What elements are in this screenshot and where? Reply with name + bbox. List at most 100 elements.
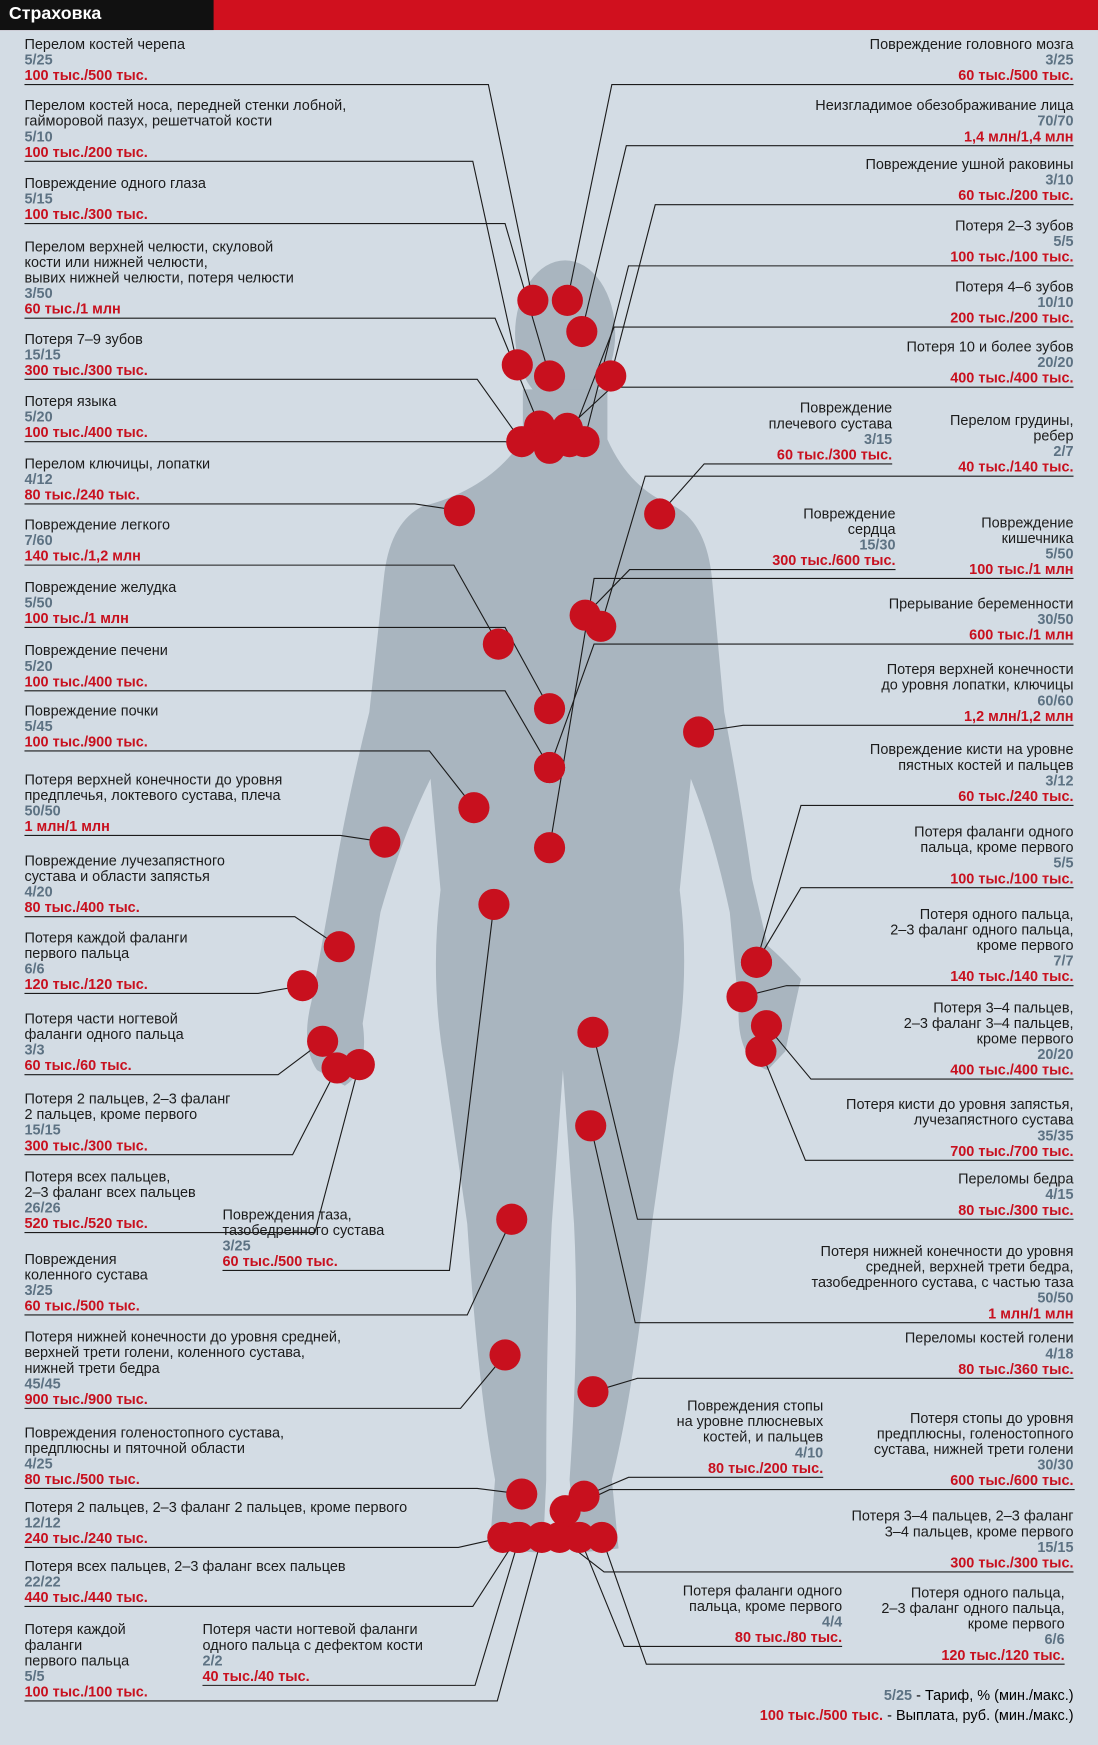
payout-range: 80 тыс./240 тыс. <box>24 486 140 503</box>
payout-range: 700 тыс./700 тыс. <box>950 1142 1074 1160</box>
payout-range: 60 тыс./500 тыс. <box>958 66 1074 84</box>
injury-name: Потеря 7–9 зубов <box>24 330 143 348</box>
injury-name: Повреждение желудка <box>24 578 177 596</box>
injury-marker <box>575 1110 607 1142</box>
injury-name: Повреждения стопы на уровне плюсневых ко… <box>676 1397 824 1446</box>
injury-entry: Потеря нижней конечности до уровня средн… <box>24 1329 341 1407</box>
leader-line <box>592 1032 1074 1220</box>
payout-range: 100 тыс./1 млн <box>969 560 1074 578</box>
leader-line <box>601 1537 1065 1665</box>
rate-range: 70/70 <box>1037 112 1074 130</box>
payout-range: 400 тыс./400 тыс. <box>950 1061 1074 1078</box>
payout-range: 1 млн/1 млн <box>24 817 110 835</box>
injury-marker <box>551 412 583 444</box>
rate-range: 4/15 <box>1045 1185 1074 1203</box>
leader-line <box>659 463 893 515</box>
injury-marker <box>533 832 566 864</box>
leader-line <box>755 887 1074 963</box>
payout-range: 140 тыс./140 тыс. <box>950 967 1074 985</box>
injury-name: Повреждения голеностопного сустава, пред… <box>24 1423 285 1457</box>
injury-name: Потеря 3–4 пальцев, 2–3 фаланг 3–4 пальц… <box>851 1507 1074 1540</box>
injury-name: Потеря части ногтевой фаланги одного пал… <box>24 1010 184 1043</box>
injury-name: Потеря нижней конечности до уровня средн… <box>24 1328 342 1377</box>
rate-range: 7/60 <box>24 531 53 549</box>
injury-name: Повреждения таза, тазобедренного сустава <box>222 1205 385 1239</box>
injury-marker <box>740 946 773 978</box>
leader-line <box>24 378 523 442</box>
rate-range: 4/18 <box>1045 1344 1074 1362</box>
leader-line <box>579 1537 843 1647</box>
injury-entry: Потеря языка 5/20 100 тыс./400 тыс. <box>24 393 147 441</box>
injury-marker <box>533 752 566 784</box>
leader-line <box>24 1219 513 1316</box>
injury-name: Потеря части ногтевой фаланги одного пал… <box>202 1620 423 1654</box>
rate-range: 6/6 <box>1044 1630 1065 1648</box>
rate-range: 2/7 <box>1053 442 1074 460</box>
injury-marker <box>506 426 538 458</box>
rate-range: 5/15 <box>24 190 53 207</box>
leader-line <box>766 1025 1074 1080</box>
leader-line <box>24 1064 360 1234</box>
injury-name: Повреждение плечевого сустава <box>768 399 893 432</box>
payout-range: 100 тыс./900 тыс. <box>24 733 148 750</box>
rate-range: 3/12 <box>1045 772 1074 789</box>
injury-entry: Повреждение лучезапястного сустава и обл… <box>24 853 224 915</box>
header-tab <box>0 0 214 31</box>
header-title: Страховка <box>8 4 102 24</box>
rate-range: 5/10 <box>24 127 53 145</box>
injury-name: Повреждения коленного сустава <box>24 1250 148 1283</box>
injury-entry: Потеря 4–6 зубов 10/10 200 тыс./200 тыс. <box>950 279 1073 326</box>
injury-name: Потеря верхней конечности до уровня пред… <box>24 770 283 804</box>
injury-name: Повреждение кишечника <box>981 513 1074 547</box>
payout-range: 300 тыс./300 тыс. <box>24 361 148 379</box>
payout-range: 40 тыс./40 тыс. <box>202 1667 310 1685</box>
payout-range: 60 тыс./300 тыс. <box>776 446 893 463</box>
injury-entry: Перелом грудины, ребер 2/7 40 тыс./140 тыс… <box>950 412 1074 475</box>
payout-range: 140 тыс./1,2 млн <box>24 547 141 565</box>
injury-name: Потеря одного пальца, 2–3 фаланг одного … <box>890 905 1074 954</box>
rate-range: 5/50 <box>24 594 53 611</box>
rate-range: 22/22 <box>24 1573 61 1590</box>
rate-range: 4/4 <box>822 1613 843 1630</box>
injury-name: Повреждение одного глаза <box>24 174 206 192</box>
rate-range: 30/50 <box>1037 610 1074 628</box>
injury-entry: Повреждения стопы на уровне плюсневых ко… <box>677 1398 824 1476</box>
rate-range: 4/20 <box>24 883 53 900</box>
injury-marker <box>323 931 355 963</box>
rate-range: 20/20 <box>1037 1045 1074 1063</box>
legend-rate-sample: 5/25 <box>883 1686 913 1704</box>
injury-marker <box>496 1203 528 1235</box>
injury-entry: Перелом костей черепа 5/25 100 тыс./500 ты… <box>24 36 185 84</box>
injury-name: Повреждение кисти на уровне пястных кост… <box>869 740 1074 774</box>
injury-name: Перелом костей носа, передней стенки лоб… <box>24 96 347 130</box>
injury-entry: Потеря кисти до уровня запястья, лучезап… <box>846 1096 1074 1160</box>
injury-name: Потеря каждой фаланги первого пальца <box>24 928 188 962</box>
payout-range: 400 тыс./400 тыс. <box>950 369 1074 387</box>
rate-range: 3/25 <box>1045 51 1074 68</box>
injury-name: Потеря всех пальцев, 2–3 фаланг всех пал… <box>24 1557 346 1575</box>
leader-line <box>584 569 896 616</box>
payout-range: 80 тыс./360 тыс. <box>958 1360 1074 1378</box>
rate-range: 3/50 <box>24 284 53 302</box>
injury-entry: Потеря верхней конечности до уровня лопа… <box>881 661 1073 724</box>
rate-range: 5/50 <box>1045 545 1074 562</box>
injury-entry: Повреждение сердца 15/30 300 тыс./600 тыс. <box>772 506 895 568</box>
injury-marker <box>478 888 510 921</box>
leader-line <box>24 1537 543 1702</box>
injury-entry: Потеря стопы до уровня предплюсны, голен… <box>874 1410 1074 1489</box>
payout-range: 300 тыс./600 тыс. <box>772 551 896 569</box>
injury-entry: Потеря части ногтевой фаланги одного пал… <box>202 1620 423 1685</box>
injury-entry: Повреждение печени 5/20 100 тыс./400 тыс. <box>24 642 167 690</box>
leader-line <box>24 223 551 377</box>
rate-range: 7/7 <box>1053 952 1074 969</box>
payout-range: 60 тыс./500 тыс. <box>222 1252 338 1270</box>
injury-entry: Перелом верхней челюсти, скуловой кости … <box>24 239 293 317</box>
rate-range: 4/12 <box>24 470 53 488</box>
injury-entry: Повреждения таза, тазобедренного сустава… <box>222 1205 385 1270</box>
injury-entry: Потеря части ногтевой фаланги одного пал… <box>24 1011 183 1073</box>
payout-range: 80 тыс./80 тыс. <box>734 1628 843 1646</box>
header-bar: Страховка <box>0 0 1098 31</box>
injury-entry: Потеря 10 и более зубов 20/20 400 тыс./400… <box>907 339 1074 386</box>
payout-range: 440 тыс./440 тыс. <box>24 1588 148 1606</box>
payout-range: 100 тыс./300 тыс. <box>24 205 148 223</box>
